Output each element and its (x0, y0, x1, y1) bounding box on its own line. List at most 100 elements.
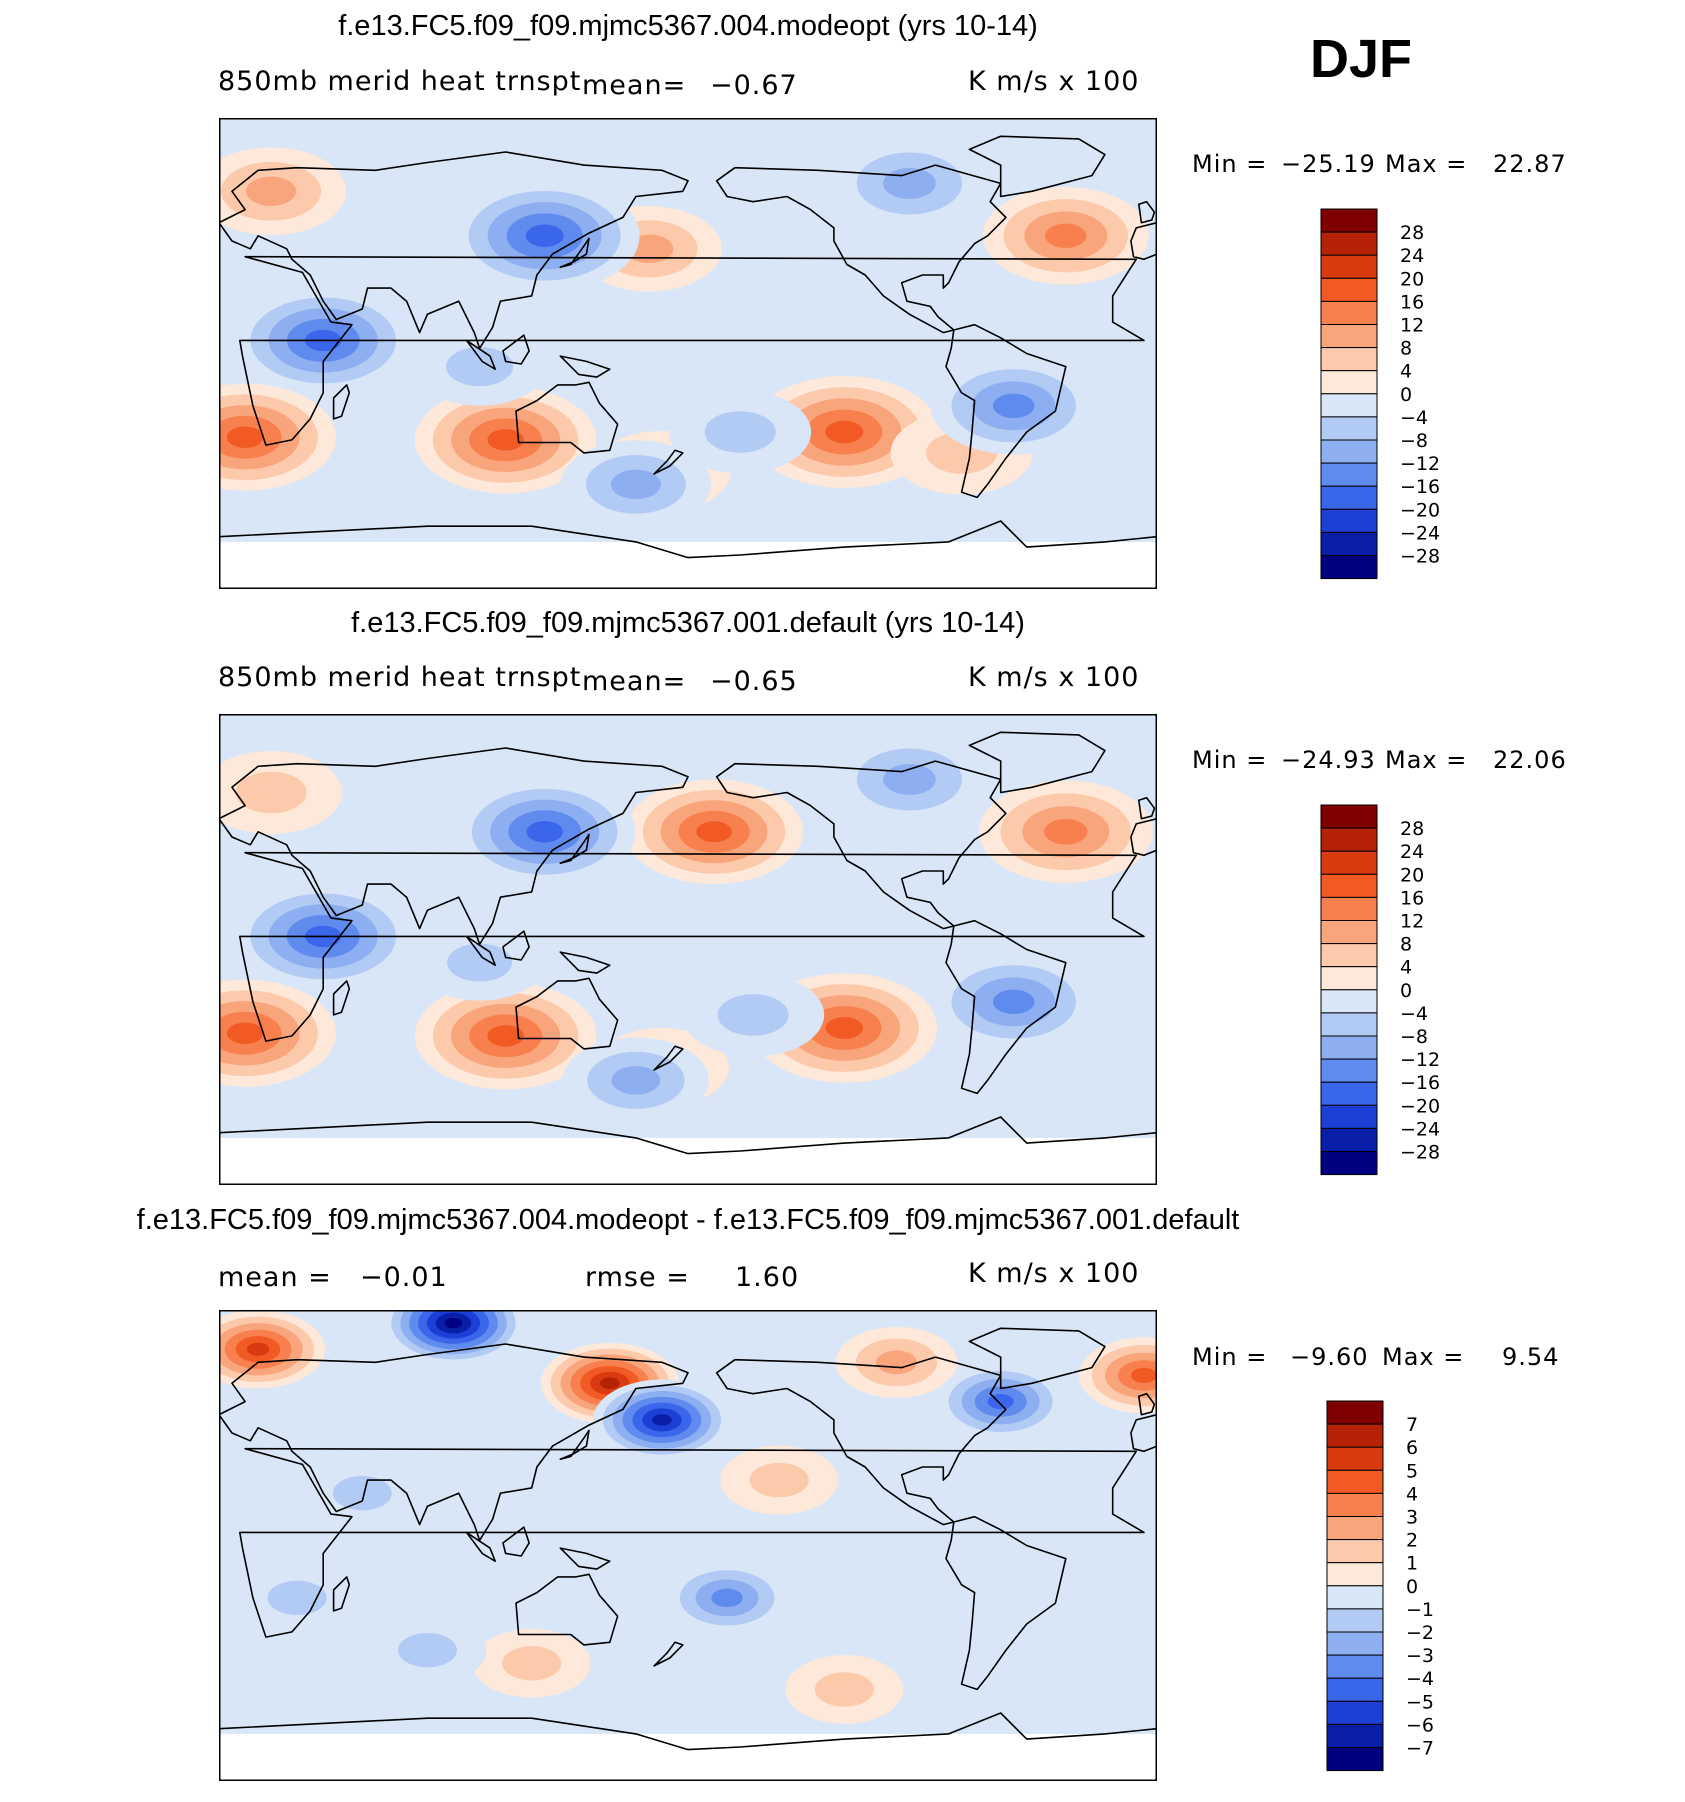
panel2-anomaly-level (696, 821, 732, 843)
panel1-coastline (238, 255, 1145, 446)
panel3-coastline (945, 1515, 1067, 1691)
colorbar-label: −5 (1406, 1691, 1434, 1713)
panel1-anomaly-13 (669, 390, 812, 474)
colorbar-label: −28 (1400, 1142, 1440, 1164)
colorbar-box (1326, 1423, 1384, 1448)
panel3-anomaly-level (876, 1350, 917, 1375)
panel1-anomaly-level (704, 411, 776, 453)
panel2-anomaly-11 (562, 1037, 709, 1124)
panel3-anomaly-13 (238, 1563, 357, 1633)
colorbar-label: 0 (1400, 384, 1412, 406)
panel2-map (219, 714, 1157, 1185)
colorbar-label: 3 (1406, 1507, 1418, 1529)
panel2-anomaly-13 (414, 924, 545, 1001)
colorbar-label: −8 (1400, 1026, 1428, 1048)
colorbar-label: 5 (1406, 1460, 1418, 1482)
panel2-anomaly-level (226, 1022, 264, 1044)
panel2-antarctica-mask (219, 1137, 1157, 1185)
colorbar-label: −7 (1406, 1738, 1434, 1760)
colorbar-box (1320, 1151, 1378, 1176)
colorbar-box (1320, 485, 1378, 510)
panel3-rmse-label: rmse = (585, 1262, 690, 1293)
panel2-frame (219, 714, 1157, 1185)
colorbar-box (1320, 873, 1378, 898)
panel2-coastline (515, 977, 619, 1050)
panel3-min-label: Min = (1192, 1343, 1268, 1371)
panel1-coastline (465, 339, 497, 370)
colorbar-label: −4 (1406, 1668, 1434, 1690)
colorbar-box (1326, 1516, 1384, 1541)
panel1-min-label: Min = (1192, 150, 1268, 178)
panel1-coastline (332, 384, 351, 420)
colorbar-label: 6 (1406, 1437, 1418, 1459)
panel3-coastline (332, 1576, 351, 1612)
colorbar-box (1320, 324, 1378, 349)
panel1-coastline (559, 237, 590, 268)
colorbar-label: 16 (1400, 887, 1424, 909)
panel1-coastline (219, 151, 689, 350)
panel1-coastline (1137, 200, 1156, 224)
panel3-coastline (1137, 1392, 1156, 1416)
colorbar-box (1320, 966, 1378, 991)
panel2-max-value: 22.06 (1493, 746, 1567, 774)
colorbar-label: −1 (1406, 1599, 1434, 1621)
panel3-title: f.e13.FC5.f09_f09.mjmc5367.004.modeopt -… (136, 1204, 1240, 1236)
panel1-coastline (653, 449, 684, 475)
colorbar-label: −2 (1406, 1622, 1434, 1644)
colorbar-label: 24 (1400, 841, 1424, 863)
panel2-field (219, 714, 1157, 1185)
colorbar-box (1320, 277, 1378, 302)
panel1-anomaly-11 (930, 357, 1097, 455)
colorbar-label: −20 (1400, 1095, 1440, 1117)
colorbar-label: 4 (1406, 1483, 1418, 1505)
panel1-mean-label: mean= (582, 70, 687, 101)
colorbar-box (1326, 1585, 1384, 1610)
panel3-frame (219, 1310, 1157, 1781)
panel1-title: f.e13.FC5.f09_f09.mjmc5367.004.modeopt (… (338, 10, 1038, 42)
panel3-anomaly-level (987, 1393, 1014, 1410)
panel2-anomaly-6 (219, 750, 343, 835)
panel1-anomaly-level (226, 426, 264, 448)
panel1-coastlines (219, 135, 1157, 589)
panel2-anomaly-level (487, 1025, 524, 1047)
panel2-coastline (715, 760, 1007, 930)
colorbar-box (1320, 1127, 1378, 1152)
colorbar-box (1320, 1081, 1378, 1106)
panel2-coastline (653, 1045, 684, 1071)
panel3-anomaly-level (267, 1580, 327, 1616)
panel2-min-label: Min = (1192, 746, 1268, 774)
panel3-mean-value: −0.01 (360, 1262, 448, 1293)
panel3-anomaly-level (444, 1317, 463, 1329)
panel2-coastline (502, 930, 530, 961)
colorbar-box (1320, 804, 1378, 829)
panel3-anomaly-12 (368, 1615, 487, 1685)
panel1-anomaly-6 (219, 147, 347, 236)
panel1-variable: 850mb merid heat trnspt (218, 66, 582, 97)
panel3-anomaly-7 (664, 1561, 791, 1635)
panel2-coastline (945, 919, 1067, 1095)
colorbar-label: 4 (1400, 361, 1412, 383)
panel2-min-value: −24.93 (1281, 746, 1376, 774)
panel2-max-label: Max = (1385, 746, 1468, 774)
panel2-anomaly-level (825, 1017, 863, 1039)
panel3-anomaly-3 (835, 1326, 958, 1398)
colorbar-label: 8 (1400, 934, 1412, 956)
panel1-anomaly-level (487, 429, 524, 451)
panel3-anomaly-10 (472, 1628, 591, 1698)
colorbar-label: −16 (1400, 1072, 1440, 1094)
panel3-anomaly-level (599, 1377, 620, 1390)
colorbar-label: −3 (1406, 1645, 1434, 1667)
panel1-coastline (945, 323, 1067, 499)
panel1-field (219, 118, 1157, 589)
panel2-anomaly-1 (414, 982, 597, 1090)
colorbar-label: −16 (1400, 476, 1440, 498)
panel2-coastline (968, 731, 1106, 794)
panel3-coastline (559, 1547, 611, 1570)
colorbar-box (1320, 462, 1378, 487)
colorbar-label: 0 (1406, 1576, 1418, 1598)
panel2-coastline (465, 935, 497, 966)
colorbar-box (1320, 508, 1378, 533)
panel1-anomaly-1 (414, 386, 597, 494)
panel1-anomaly-level (246, 176, 297, 206)
panel1-anomaly-3 (982, 186, 1149, 285)
